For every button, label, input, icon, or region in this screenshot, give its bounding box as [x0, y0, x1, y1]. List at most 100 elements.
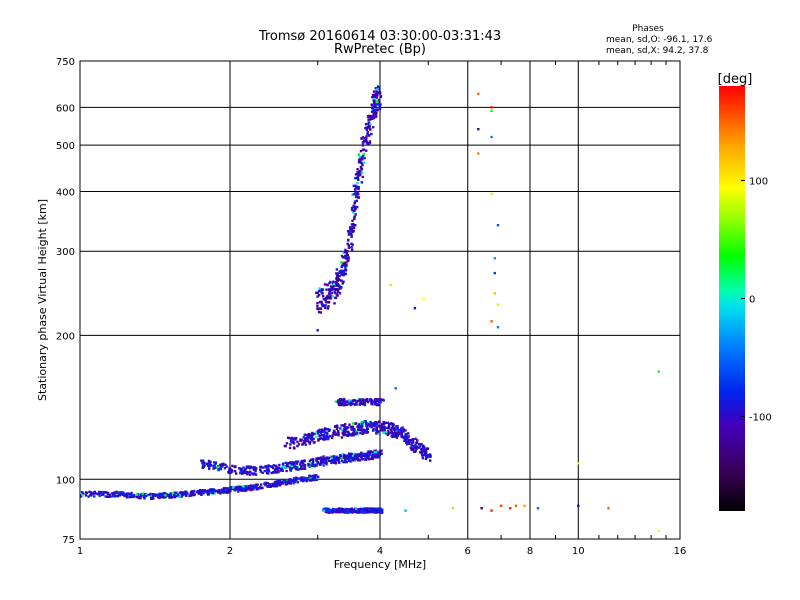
data-point [315, 478, 318, 481]
data-point [212, 467, 215, 470]
data-point [292, 482, 295, 485]
data-point [137, 495, 141, 499]
data-point [352, 431, 356, 434]
data-point [419, 451, 422, 454]
data-point [123, 494, 126, 497]
data-point [308, 479, 312, 482]
data-point [295, 478, 298, 481]
data-point [296, 444, 299, 448]
data-point [380, 429, 383, 432]
data-point [335, 277, 338, 280]
data-point [180, 494, 184, 497]
data-point [219, 467, 223, 471]
data-point [152, 497, 155, 500]
data-point [180, 491, 183, 494]
data-point [387, 430, 390, 433]
data-point [372, 112, 376, 115]
data-point [255, 483, 258, 487]
data-point [225, 491, 228, 494]
data-point [210, 488, 213, 492]
data-point [379, 103, 382, 106]
data-point [317, 430, 320, 433]
data-point [376, 402, 379, 406]
data-point [342, 424, 345, 427]
data-point [344, 269, 348, 272]
data-point [451, 507, 454, 510]
data-point [208, 467, 211, 470]
data-point [376, 430, 379, 434]
data-point [201, 491, 205, 494]
data-point [335, 427, 339, 430]
data-point [308, 474, 311, 478]
data-point [309, 433, 312, 436]
data-point [368, 134, 371, 137]
data-point [247, 485, 250, 488]
data-point [357, 174, 360, 178]
data-point [309, 477, 312, 480]
data-point [299, 461, 303, 464]
data-point [308, 441, 311, 444]
data-point [330, 509, 333, 512]
data-point [361, 148, 365, 152]
data-point [331, 295, 334, 298]
data-point [290, 463, 294, 466]
data-point [185, 490, 188, 494]
data-point [351, 425, 354, 428]
data-point [410, 447, 413, 450]
data-point [327, 305, 330, 308]
data-point [333, 431, 337, 434]
data-point [369, 457, 372, 460]
data-point [408, 438, 411, 442]
phase-box-title: Phases [632, 24, 664, 34]
data-point [354, 224, 357, 227]
data-point [220, 490, 224, 493]
data-point [307, 464, 310, 467]
data-point [244, 486, 247, 489]
data-point [116, 495, 120, 498]
data-point [284, 483, 288, 486]
data-point [172, 495, 175, 498]
data-point [306, 436, 309, 439]
data-point [490, 135, 493, 139]
data-point [301, 464, 304, 467]
data-point [353, 200, 357, 203]
data-point [165, 492, 168, 496]
data-point [309, 437, 312, 440]
data-point [313, 476, 316, 479]
data-point [295, 465, 298, 469]
data-point [365, 424, 368, 428]
data-point [330, 511, 334, 514]
data-point [378, 107, 382, 110]
data-point [340, 254, 344, 258]
data-point [354, 176, 357, 180]
data-point [322, 295, 325, 298]
data-point [384, 421, 387, 424]
data-point [332, 510, 336, 513]
data-point [335, 459, 339, 462]
data-point [229, 488, 232, 492]
data-point [166, 493, 170, 497]
data-point [173, 491, 176, 494]
data-point [349, 232, 353, 236]
data-point [272, 482, 275, 486]
data-point [387, 423, 391, 427]
data-point [215, 466, 219, 469]
data-point [330, 291, 334, 295]
data-point [324, 456, 328, 460]
data-point [365, 509, 369, 512]
data-point [357, 196, 361, 199]
data-point [350, 433, 353, 436]
plot-area [79, 60, 681, 540]
data-point [420, 443, 423, 446]
data-point [657, 370, 660, 373]
data-point [304, 477, 308, 481]
data-point [336, 283, 339, 287]
data-point [141, 493, 144, 497]
data-point [380, 449, 383, 452]
data-point [377, 430, 381, 433]
data-point [356, 181, 359, 185]
data-point [322, 297, 325, 301]
data-point [372, 99, 376, 102]
data-point [360, 181, 363, 184]
data-points [79, 85, 660, 533]
